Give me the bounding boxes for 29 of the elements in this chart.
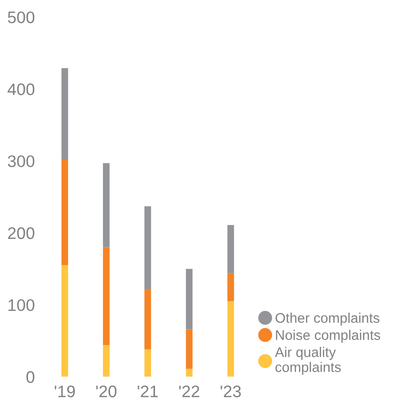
bar: [186, 268, 193, 330]
x-tick-label: '22: [179, 386, 200, 398]
bar: [61, 160, 68, 266]
x-tick-label: '20: [96, 386, 116, 398]
bar: [186, 368, 193, 377]
bar: [227, 273, 234, 302]
bar: [144, 206, 152, 289]
x-tick-label: '23: [220, 386, 241, 398]
legend-label: Air quality complaints: [274, 346, 341, 375]
bar: [144, 349, 152, 377]
y-tick-label: 200: [8, 227, 34, 240]
bar: [102, 163, 110, 248]
y-tick-label: 500: [8, 11, 34, 24]
bar: [227, 301, 234, 377]
bar: [61, 68, 68, 160]
y-tick-label: 0: [26, 371, 34, 383]
y-tick-label: 400: [8, 83, 34, 96]
x-tick-label: '19: [54, 386, 75, 398]
x-tick-label: '21: [138, 386, 158, 398]
bar: [186, 329, 193, 369]
bar: [102, 247, 110, 346]
y-tick-label: 100: [8, 299, 34, 312]
bar: [227, 224, 234, 274]
bar: [144, 288, 152, 350]
legend-label: Other complaints: [276, 312, 380, 326]
y-tick-label: 300: [8, 155, 34, 168]
legend-label: Noise complaints: [276, 330, 380, 343]
bar: [61, 265, 68, 377]
bar: [102, 345, 110, 377]
